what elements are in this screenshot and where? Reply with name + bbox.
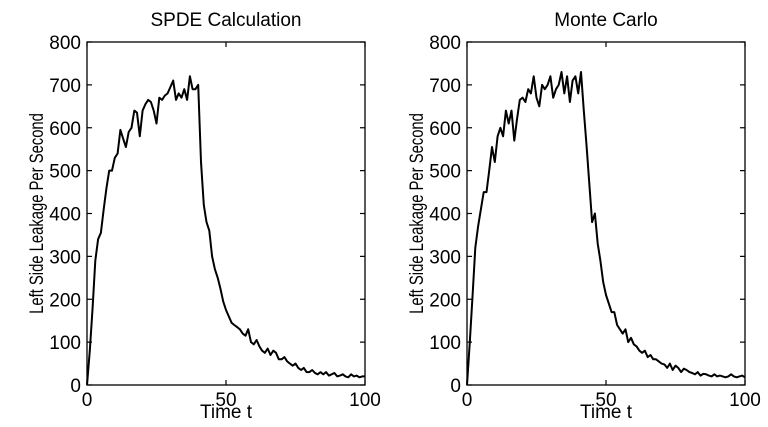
plot-frame-monte-carlo [466, 41, 746, 386]
ytick-label-monte-carlo-300: 300 [429, 247, 461, 268]
y-axis-label-monte-carlo: Left Side Leakage Per Second [406, 113, 427, 314]
axis-ticks-spde [86, 41, 366, 386]
ytick-label-monte-carlo-100: 100 [429, 333, 461, 354]
chart-title-spde: SPDE Calculation [150, 10, 301, 31]
spde-chart-panel: SPDE Calculation 01002003004005006007008… [26, 10, 381, 423]
xtick-label-spde-100: 100 [349, 390, 381, 411]
axis-ticks-monte-carlo [466, 41, 746, 386]
series-line-spde [86, 75, 365, 386]
x-axis-label-spde: Time t [200, 402, 253, 423]
series-line-monte-carlo [466, 71, 746, 386]
xtick-label-monte-carlo-0: 0 [462, 390, 473, 411]
monte-carlo-chart-panel: Monte Carlo 0 100 200 300 400 500 600 700 800 0 5… [406, 10, 761, 423]
ytick-label-spde-400: 400 [49, 205, 81, 226]
xtick-label-monte-carlo-100: 100 [729, 390, 761, 411]
xtick-label-spde-0: 0 [82, 390, 93, 411]
ytick-label-monte-carlo-800: 800 [429, 33, 461, 54]
ytick-label-spde-100: 100 [49, 333, 81, 354]
chart-title-monte-carlo: Monte Carlo [554, 10, 658, 31]
ytick-label-monte-carlo-500: 500 [429, 162, 461, 183]
ytick-label-spde-200: 200 [49, 290, 81, 311]
x-axis-label-monte-carlo: Time t [580, 402, 633, 423]
ytick-labels-spde: 0 100 200 300 400 500 600 700 800 [49, 33, 81, 397]
ytick-label-spde-500: 500 [49, 162, 81, 183]
ytick-label-monte-carlo-700: 700 [429, 76, 461, 97]
xtick-label-monte-carlo-50: 50 [595, 390, 616, 411]
ytick-label-spde-0: 0 [70, 376, 81, 397]
plot-frame-spde [86, 41, 366, 386]
y-axis-label-spde: Left Side Leakage Per Second [26, 113, 47, 314]
ytick-label-monte-carlo-0: 0 [450, 376, 461, 397]
ytick-labels-monte-carlo: 0 100 200 300 400 500 600 700 800 [429, 33, 461, 397]
ytick-label-spde-600: 600 [49, 119, 81, 140]
ytick-label-monte-carlo-200: 200 [429, 290, 461, 311]
ytick-label-monte-carlo-600: 600 [429, 119, 461, 140]
xtick-labels-spde: 0 50 100 [82, 390, 381, 411]
ytick-label-spde-300: 300 [49, 247, 81, 268]
ytick-label-monte-carlo-400: 400 [429, 205, 461, 226]
xtick-label-spde-50: 50 [215, 390, 236, 411]
xtick-labels-monte-carlo: 0 50 100 [462, 390, 761, 411]
ytick-label-spde-700: 700 [49, 76, 81, 97]
ytick-label-spde-800: 800 [49, 33, 81, 54]
